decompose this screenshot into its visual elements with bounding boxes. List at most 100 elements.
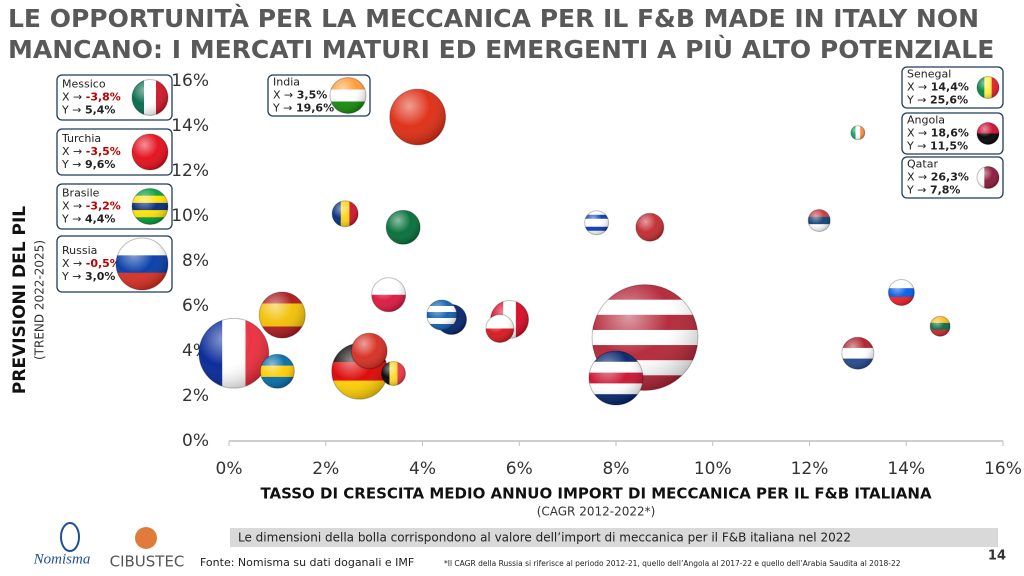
y-axis-label: PREVISIONI DEL PIL xyxy=(10,206,30,394)
gloss xyxy=(132,188,168,225)
x-tick-label: 14% xyxy=(887,459,925,479)
flag xyxy=(389,89,446,145)
flag xyxy=(132,134,168,170)
callout-value: 5,4% xyxy=(85,104,116,117)
callout-value: 14,4% xyxy=(931,81,969,94)
callout-value: 3,5% xyxy=(297,89,328,102)
flag xyxy=(888,279,915,306)
callout-value: 26,3% xyxy=(931,171,969,184)
y-tick-label: 8% xyxy=(182,251,209,271)
callout-x: X → -3,2% xyxy=(62,200,121,213)
callout-y: Y → 11,5% xyxy=(906,140,968,153)
flag xyxy=(850,125,865,140)
x-tick-label: 12% xyxy=(791,459,829,479)
bubble xyxy=(887,279,915,306)
y-tick-label: 10% xyxy=(171,206,209,226)
callout-key: X → xyxy=(907,171,927,184)
logo-text: CIBUSTEC xyxy=(110,553,185,571)
logo-cibustec: CIBUSTEC xyxy=(110,527,185,571)
x-tick-label: 8% xyxy=(603,459,630,479)
bubble xyxy=(426,299,458,331)
source: Fonte: Nomisma su dati doganali e IMF xyxy=(200,556,414,569)
bubble xyxy=(591,284,699,391)
gloss xyxy=(635,213,664,242)
gloss xyxy=(977,122,999,145)
bubble xyxy=(841,336,875,370)
bubble xyxy=(385,209,421,245)
flag-outline xyxy=(131,133,169,171)
y-tick-label: 0% xyxy=(182,431,209,451)
bubble xyxy=(380,361,406,386)
y-tick-label: 12% xyxy=(171,161,209,181)
callout-box xyxy=(901,112,1004,155)
logo-nomisma: Nomisma xyxy=(33,522,90,567)
bubble xyxy=(807,209,831,232)
callout-name: India xyxy=(273,76,300,89)
callout-key: Y → xyxy=(61,104,81,117)
bubble xyxy=(635,212,665,242)
x-tick-label: 10% xyxy=(694,459,732,479)
flag xyxy=(841,337,874,370)
callout-value: 19,6% xyxy=(296,102,334,115)
gloss xyxy=(888,279,915,306)
callout-x: X → -3,8% xyxy=(62,91,121,104)
callout-y: Y → 4,4% xyxy=(61,213,115,226)
flag xyxy=(588,350,644,406)
bubble xyxy=(350,332,388,370)
flag xyxy=(386,210,421,245)
gloss xyxy=(808,209,831,232)
callout-key: X → xyxy=(62,257,82,270)
footnote: *Il CAGR della Russia si riferisce al pe… xyxy=(444,559,901,568)
callout-name: Angola xyxy=(907,114,945,127)
callout-key: X → xyxy=(62,200,82,213)
callout-value: -0,5% xyxy=(86,257,121,270)
callout-name: Brasile xyxy=(62,187,100,200)
gloss xyxy=(371,277,406,312)
flag-outline xyxy=(976,166,1000,189)
flag xyxy=(584,210,609,235)
callout-key: Y → xyxy=(61,213,81,226)
callout-name: Turchia xyxy=(61,132,101,145)
title-line: LE OPPORTUNITÀ PER LA MECCANICA PER IL F… xyxy=(8,4,979,33)
callout-key: Y → xyxy=(61,158,81,171)
callout-value: -3,5% xyxy=(86,145,121,158)
gloss xyxy=(351,333,388,369)
flag xyxy=(426,300,457,330)
gloss xyxy=(389,89,446,145)
callout-name: Messico xyxy=(62,78,106,91)
callout-key: Y → xyxy=(61,270,81,283)
callout-key: X → xyxy=(907,127,927,140)
gloss xyxy=(330,77,366,114)
x-tick-label: 6% xyxy=(506,459,533,479)
callout-box xyxy=(901,66,1004,109)
flag xyxy=(330,77,366,114)
bubble xyxy=(258,291,306,339)
callout-key: X → xyxy=(62,91,82,104)
callout-key: X → xyxy=(62,145,82,158)
callout-x: X → 3,5% xyxy=(273,89,327,102)
callout-value: 25,6% xyxy=(930,94,968,107)
callout-box xyxy=(901,156,1004,199)
callout-x: X → -3,5% xyxy=(62,145,121,158)
x-tick-label: 4% xyxy=(409,459,436,479)
bubble xyxy=(584,210,610,236)
x-tick-label: 0% xyxy=(216,459,243,479)
callout-y: Y → 19,6% xyxy=(272,102,334,115)
flag-outline xyxy=(115,237,169,291)
bubble xyxy=(485,314,515,343)
gloss xyxy=(977,76,999,99)
flag xyxy=(977,166,999,189)
bubble xyxy=(929,315,951,337)
callout-value: 11,5% xyxy=(930,140,968,153)
callout-value: 9,6% xyxy=(85,158,116,171)
flag-outline xyxy=(329,77,367,114)
gloss xyxy=(588,350,644,406)
bubble xyxy=(198,317,270,389)
